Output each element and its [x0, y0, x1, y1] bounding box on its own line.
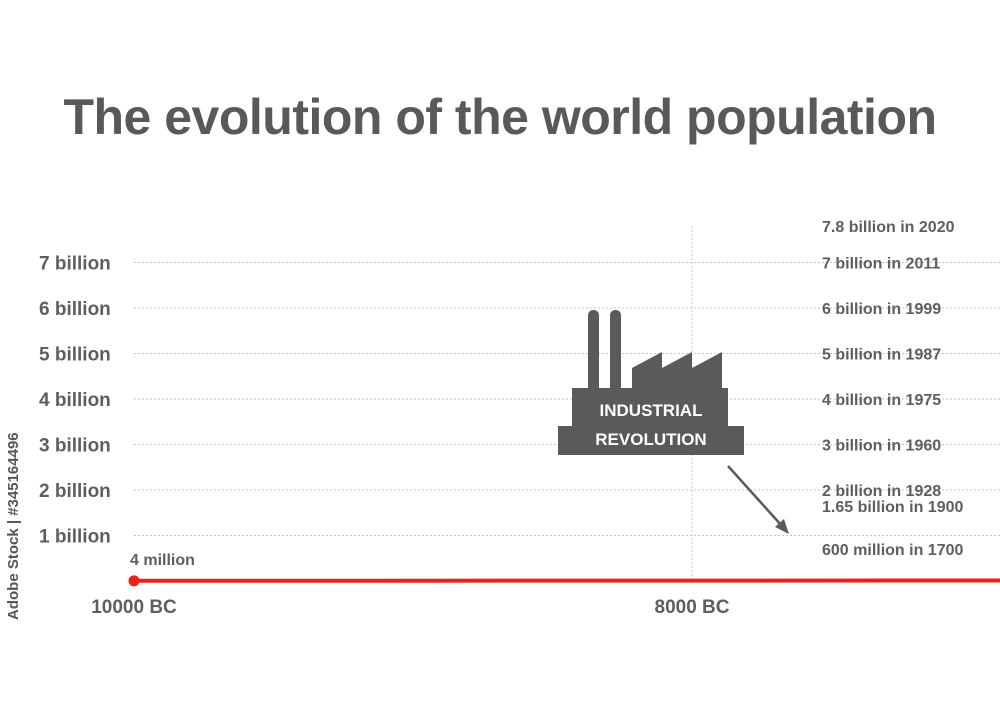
factory-roof	[632, 352, 722, 392]
industrial-revolution-arrow	[727, 465, 789, 534]
factory-base	[558, 426, 744, 455]
data-label: 5 billion in 1987	[822, 347, 941, 364]
data-points	[128, 575, 140, 587]
factory-chimney-left	[588, 310, 599, 392]
data-label: 2 billion in 1928	[822, 483, 941, 500]
stock-watermark-id: Adobe Stock | #345164496	[5, 432, 22, 620]
y-tick-label: 4 billion	[39, 390, 111, 411]
chart-title: The evolution of the world population	[63, 89, 937, 145]
y-tick-label: 7 billion	[39, 254, 111, 275]
data-label: 7.8 billion in 2020	[822, 219, 955, 236]
x-tick-label: 10000 BC	[91, 597, 177, 618]
y-axis-ticks: 1 billion 2 billion 3 billion 4 billion 5 bi…	[39, 254, 111, 548]
industrial-revolution-label-line2: REVOLUTION	[595, 430, 706, 449]
data-label: 6 billion in 1999	[822, 301, 941, 318]
industrial-revolution-label-line1: INDUSTRIAL	[600, 401, 703, 420]
y-tick-label: 2 billion	[39, 481, 111, 502]
data-label: 1.65 billion in 1900	[822, 499, 963, 516]
data-label: 600 million in 1700	[822, 542, 964, 559]
data-point	[128, 575, 140, 587]
data-label: 3 billion in 1960	[822, 438, 941, 455]
factory-chimney-right	[610, 310, 621, 392]
factory-body	[572, 388, 728, 428]
factory-icon: INDUSTRIAL REVOLUTION	[558, 310, 744, 455]
y-tick-label: 3 billion	[39, 436, 111, 457]
x-tick-label: 8000 BC	[655, 597, 730, 618]
data-label: 4 billion in 1975	[822, 392, 941, 409]
y-tick-label: 6 billion	[39, 299, 111, 320]
y-tick-label: 1 billion	[39, 527, 111, 548]
y-tick-label: 5 billion	[39, 345, 111, 366]
data-label: 7 billion in 2011	[822, 256, 940, 273]
data-label: 4 million	[130, 552, 195, 569]
